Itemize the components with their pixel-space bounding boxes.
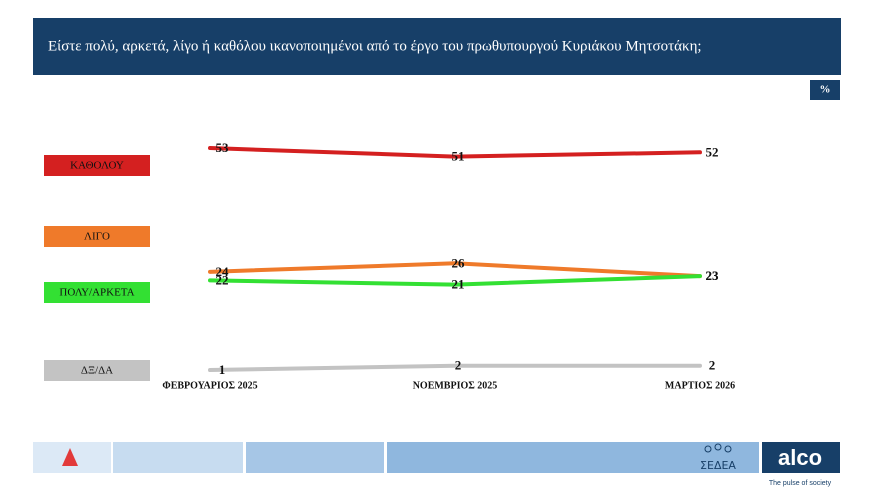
- value-label: 23: [706, 268, 720, 283]
- value-label: 53: [216, 140, 230, 155]
- tagline: The pulse of society: [769, 480, 832, 487]
- brand-icon: [724, 445, 732, 453]
- legend-box: [44, 155, 150, 176]
- value-label: 26: [452, 255, 466, 270]
- x-tick-label: ΜΑΡΤΙΟΣ 2026: [665, 380, 735, 391]
- logo-box: [762, 442, 840, 473]
- legend-box: [44, 282, 150, 303]
- value-label: 52: [706, 144, 719, 159]
- series-line: [208, 146, 702, 159]
- chart-title: Είστε πολύ, αρκετά, λίγο ή καθόλου ικανο…: [48, 38, 702, 54]
- series-line: [208, 261, 702, 279]
- unit-label: %: [820, 84, 831, 96]
- logo-icon: [62, 448, 78, 466]
- legend-label: ΚΑΘΟΛΟΥ: [70, 160, 124, 172]
- legend-label: ΔΞ/ΔΑ: [81, 365, 113, 377]
- brand: ΣΕΔΕΑ: [700, 459, 736, 472]
- value-label: 2: [455, 358, 462, 373]
- x-tick-label: ΦΕΒΡΟΥΑΡΙΟΣ 2025: [162, 380, 257, 391]
- logo: alco: [778, 445, 822, 470]
- value-label: 24: [216, 264, 230, 279]
- value-label: 22: [216, 272, 229, 287]
- value-label: 1: [219, 362, 226, 377]
- value-label: 51: [452, 149, 465, 164]
- legend-label: ΛΙΓΟ: [84, 231, 110, 243]
- legend-box: [44, 226, 150, 247]
- value-label: 21: [452, 277, 465, 292]
- legend-box: [44, 360, 150, 381]
- brand-icon: [714, 443, 722, 451]
- footer: ΣΕΔΕΑ alco The pulse of society: [33, 442, 840, 487]
- footer-box: [113, 442, 243, 473]
- footer-box: [387, 442, 759, 473]
- series-line: [208, 274, 702, 287]
- value-label: 23: [706, 268, 720, 283]
- title-bar: [33, 18, 841, 75]
- footer-box: [246, 442, 384, 473]
- series-line: [208, 363, 702, 373]
- value-label: 2: [709, 358, 716, 373]
- brand-icon: [704, 445, 712, 453]
- unit-badge: [810, 80, 840, 100]
- legend-label: ΠΟΛΥ/ΑΡΚΕΤΑ: [59, 287, 134, 299]
- x-tick-label: ΝΟΕΜΒΡΙΟΣ 2025: [413, 380, 498, 391]
